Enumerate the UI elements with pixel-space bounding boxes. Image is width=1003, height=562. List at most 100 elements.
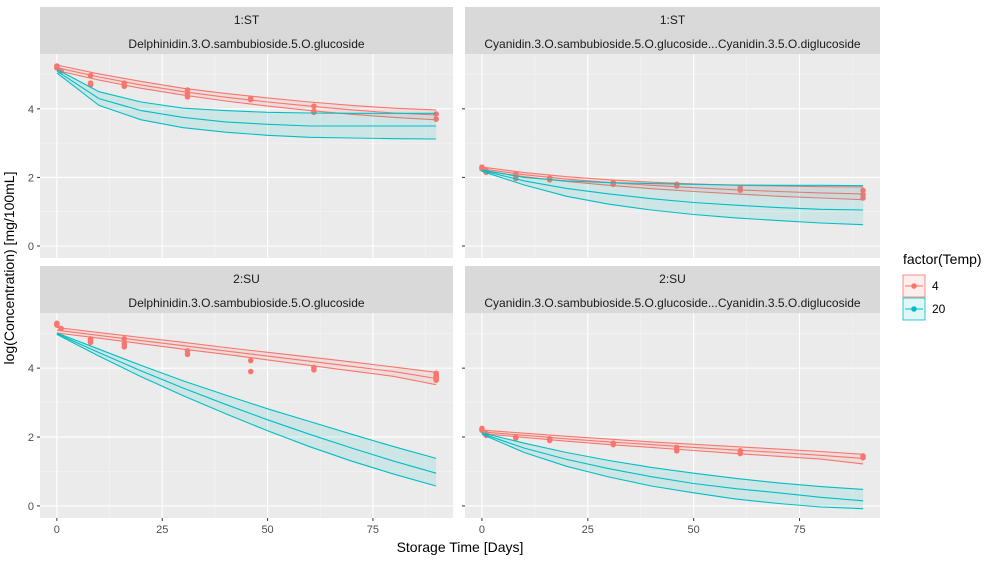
x-tick-label: 75 (367, 524, 379, 536)
facet-strip-label: 2:SU (233, 272, 260, 286)
data-point (860, 454, 866, 461)
data-point (610, 441, 617, 448)
panels: 1:ST Delphinidin.3.O.sambubioside.5.O.glu… (28, 7, 880, 536)
data-point (87, 72, 94, 79)
data-point (860, 195, 866, 201)
series-line-upper (481, 429, 864, 455)
legend-item: 4 (902, 274, 939, 298)
data-point (433, 116, 439, 122)
data-point (737, 450, 744, 457)
data-point (54, 64, 60, 71)
facet-strip (40, 266, 453, 313)
legend-label: 4 (932, 279, 939, 293)
panel-background (465, 54, 880, 258)
x-tick-label: 50 (261, 524, 273, 536)
legend-label: 20 (932, 302, 946, 316)
series-line-upper (481, 166, 864, 188)
facet-strip (465, 266, 880, 313)
series-line-fit (56, 333, 437, 474)
panel-background (465, 313, 880, 518)
x-axis-title: Storage Time [Days] (397, 539, 524, 555)
facet-panel: 2:SU Cyanidin.3.O.sambubioside.5.O.glucos… (462, 266, 880, 536)
series-line-lower (56, 333, 437, 487)
y-tick-label: 0 (28, 501, 34, 513)
x-tick-label: 25 (582, 524, 594, 536)
y-tick-label: 0 (28, 241, 34, 253)
data-point (513, 435, 519, 441)
series-line-lower (56, 69, 437, 121)
series-line-lower (481, 433, 864, 465)
y-tick-label: 2 (28, 432, 34, 444)
series-line-upper (481, 432, 864, 490)
confidence-band (56, 65, 437, 120)
data-point (311, 103, 317, 109)
panel-background (40, 313, 453, 518)
data-point (247, 96, 254, 103)
series-line-lower (56, 332, 437, 386)
legend-item: 20 (902, 297, 946, 321)
data-point (54, 322, 60, 328)
y-tick-label: 4 (28, 363, 34, 375)
data-point (860, 187, 866, 194)
series-line-upper (56, 332, 437, 459)
x-tick-label: 0 (54, 524, 60, 536)
series-line-upper (481, 169, 864, 187)
data-point (673, 448, 680, 454)
facet-strip-label: Cyanidin.3.O.sambubioside.5.O.glucoside.… (484, 296, 861, 310)
series-line-lower (481, 433, 864, 510)
facet-panel: 1:ST Cyanidin.3.O.sambubioside.5.O.glucos… (462, 7, 880, 258)
x-tick-label: 50 (688, 524, 700, 536)
data-point (87, 339, 94, 346)
legend-title: factor(Temp) (903, 251, 982, 267)
data-point (121, 83, 128, 90)
data-point (121, 343, 128, 350)
data-point (247, 357, 254, 364)
facet-strip-label: 2:SU (659, 272, 686, 286)
data-point (433, 111, 439, 117)
facet-strip (40, 7, 453, 54)
y-tick-label: 2 (28, 172, 34, 184)
data-point (479, 427, 485, 433)
data-point (673, 183, 680, 189)
facet-strip-label: Cyanidin.3.O.sambubioside.5.O.glucoside.… (484, 37, 861, 51)
confidence-band (481, 169, 864, 225)
y-tick-label: 4 (28, 104, 34, 116)
data-point (184, 94, 191, 100)
legend-key-point (911, 306, 917, 312)
data-point (247, 368, 254, 375)
data-point (546, 437, 553, 444)
data-point (311, 367, 317, 373)
confidence-band (56, 333, 437, 486)
series-line-fit (56, 329, 437, 380)
legend: factor(Temp) 4 20 (902, 251, 982, 321)
facet-strip (465, 7, 880, 54)
x-tick-label: 0 (479, 524, 485, 536)
series-line-upper (56, 326, 437, 373)
series-line-fit (481, 168, 864, 195)
series-line-upper (56, 64, 437, 111)
series-line-fit (481, 431, 864, 459)
y-axis-title: log(Concentration) [mg/100mL] (1, 172, 17, 365)
facet-strip-label: 1:ST (234, 13, 260, 27)
data-point (737, 187, 744, 193)
facet-panel: 1:ST Delphinidin.3.O.sambubioside.5.O.glu… (28, 7, 453, 258)
data-point (311, 109, 317, 116)
facet-panel: 2:SU Delphinidin.3.O.sambubioside.5.O.glu… (28, 266, 453, 536)
data-point (58, 325, 64, 332)
facet-strip-label: 1:ST (660, 13, 686, 27)
facet-strip-label: Delphinidin.3.O.sambubioside.5.O.glucosi… (128, 296, 364, 310)
series-line-fit (56, 67, 437, 116)
series-line-fit (56, 70, 437, 127)
panel-background (40, 54, 453, 258)
x-tick-label: 25 (156, 524, 168, 536)
series-line-fit (481, 433, 864, 502)
data-point (121, 336, 128, 342)
data-point (433, 377, 439, 383)
data-point (184, 351, 191, 358)
series-line-upper (56, 68, 437, 114)
x-tick-label: 75 (793, 524, 805, 536)
series-line-lower (56, 72, 437, 140)
legend-key-point (911, 283, 917, 289)
facet-strip-label: Delphinidin.3.O.sambubioside.5.O.glucosi… (128, 37, 364, 51)
